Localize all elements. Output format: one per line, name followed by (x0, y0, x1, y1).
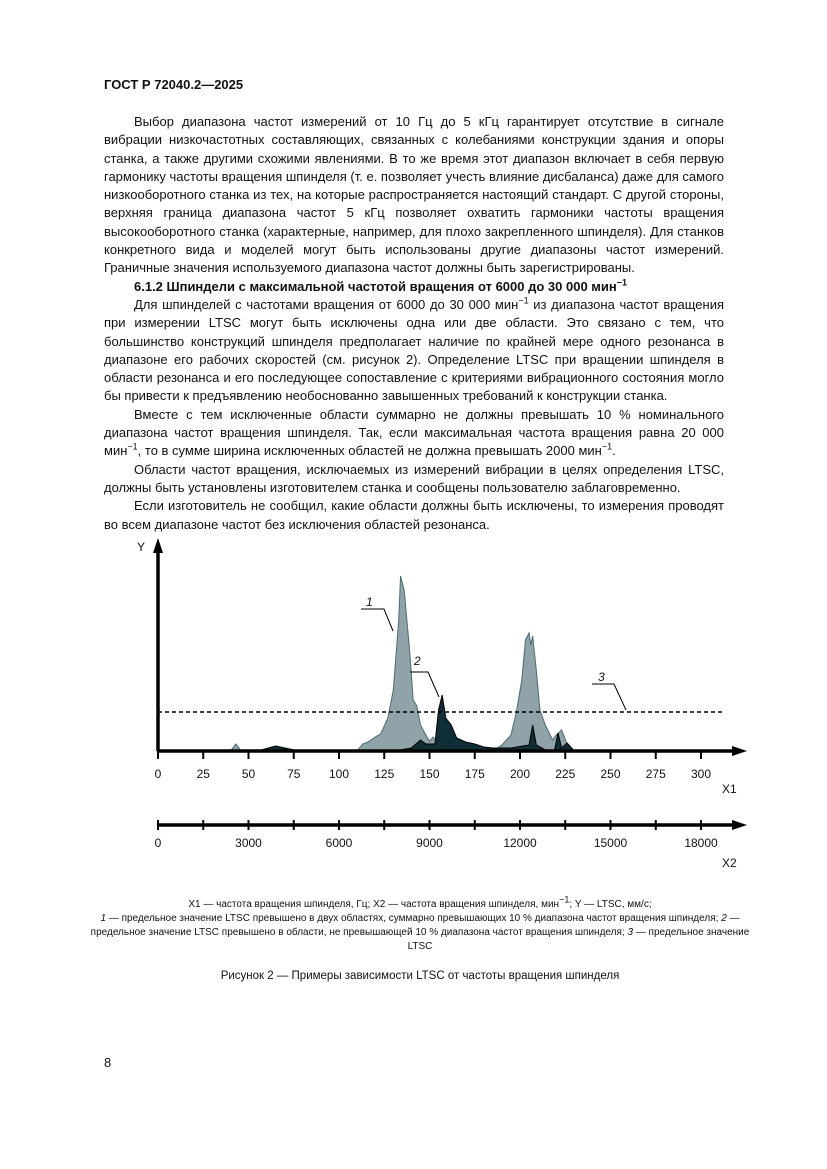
figure-ltsc-vs-speed: Y X1 X2 0 25 50 75 100 125 150 175 200 225 250 275 3… (137, 538, 747, 870)
figure-title: Рисунок 2 — Примеры зависимости LTSC от … (220, 970, 620, 982)
paragraph: Если изготовитель не сообщил, какие обла… (104, 498, 724, 532)
paragraph: Выбор диапазона частот измерений от 10 Г… (104, 114, 724, 276)
paragraph: Для шпинделей с частотами вращения от 60… (104, 295, 724, 404)
curve-2-area (257, 694, 582, 752)
x1-tick-label: 25 (197, 767, 211, 781)
callout-1: 1 (366, 595, 373, 609)
callout-leader-3 (592, 683, 627, 711)
x2-tick-label: 6000 (326, 836, 353, 850)
x1-tick-label: 50 (242, 767, 256, 781)
body-text: Выбор диапазона частот измерений от 10 Г… (104, 113, 724, 534)
x1-tick-label: 175 (465, 767, 485, 781)
y-axis-label: Y (137, 540, 145, 554)
x2-axis-label: X2 (722, 856, 737, 870)
callout-2: 2 (413, 654, 421, 668)
x1-tick-label: 300 (691, 767, 711, 781)
x1-tick-label: 75 (287, 767, 301, 781)
x1-tick-label: 275 (646, 767, 666, 781)
x1-axis-arrow-icon (732, 746, 747, 756)
figure-legend: X1 — частота вращения шпинделя, Гц; X2 —… (90, 894, 750, 952)
x1-tick-label: 225 (555, 767, 575, 781)
x2-tick-label: 15000 (594, 836, 628, 850)
curve-1-area (229, 575, 574, 752)
x2-tick-label: 18000 (684, 836, 718, 850)
x2-tick-label: 12000 (503, 836, 537, 850)
x1-tick-label: 250 (600, 767, 620, 781)
callout-3: 3 (598, 670, 605, 684)
paragraph: Вместе с тем исключенные области суммарн… (104, 406, 724, 459)
x2-axis-arrow-icon (732, 820, 747, 830)
x1-tick-label: 0 (155, 767, 162, 781)
x2-tick-label: 0 (155, 836, 162, 850)
page-number: 8 (104, 1055, 112, 1070)
x2-tick-label: 9000 (416, 836, 443, 850)
section-heading: 6.1.2 Шпиндели с максимальной частотой в… (134, 277, 628, 294)
document-id: ГОСТ Р 72040.2—2025 (104, 77, 244, 92)
callout-leader-1 (361, 608, 394, 632)
paragraph: Области частот вращения, исключаемых из … (104, 461, 724, 495)
x1-tick-label: 125 (374, 767, 394, 781)
x2-tick-label: 3000 (235, 836, 262, 850)
x1-tick-label: 150 (419, 767, 439, 781)
x1-tick-label: 100 (329, 767, 349, 781)
x1-tick-label: 200 (510, 767, 530, 781)
callout-leader-2 (410, 671, 440, 698)
y-axis-arrow-icon (153, 538, 163, 553)
x1-axis-label: X1 (722, 782, 737, 796)
